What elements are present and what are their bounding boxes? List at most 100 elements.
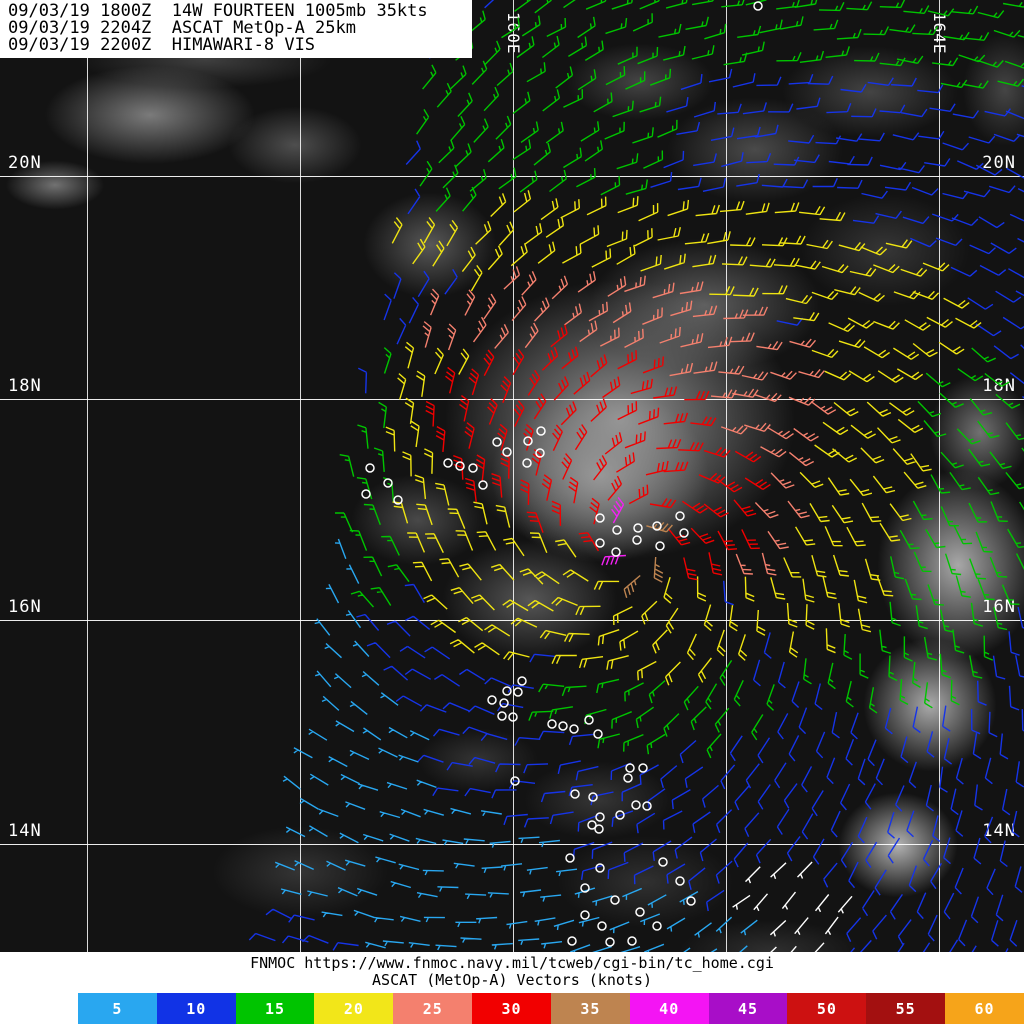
longitude-gridline: [726, 0, 727, 952]
wind-barbs-cyan5: [274, 538, 758, 952]
header-line-ascat: 09/03/19 2204Z ASCAT MetOp-A 25km: [8, 18, 356, 38]
colorbar-segment-label: 50: [816, 999, 837, 1018]
calm-wind-circle: [753, 1, 763, 11]
calm-wind-circle: [468, 463, 478, 473]
calm-wind-circle: [612, 525, 622, 535]
calm-wind-circle: [605, 937, 615, 947]
calm-wind-circle: [597, 921, 607, 931]
calm-wind-circle: [652, 921, 662, 931]
colorbar-segment: 55: [866, 993, 946, 1024]
colorbar-segment-label: 60: [974, 999, 995, 1018]
longitude-gridline: [939, 0, 940, 952]
header-line-storm: 09/03/19 1800Z 14W FOURTEEN 1005mb 35kts: [8, 1, 428, 21]
wind-barbs-yellow20: [385, 190, 982, 686]
calm-wind-circle: [595, 812, 605, 822]
colorbar-segment-label: 10: [186, 999, 207, 1018]
footer-band: FNMOC https://www.fnmoc.navy.mil/tcweb/c…: [0, 952, 1024, 1024]
calm-wind-circle: [615, 810, 625, 820]
latitude-label-right: 20N: [982, 153, 1016, 173]
calm-wind-circle: [517, 676, 527, 686]
wind-speed-colorbar: 5 10 15 20 25 30 35 40 45 50 55 60: [78, 993, 1024, 1024]
latitude-gridline: [0, 844, 1024, 845]
latitude-label-left: 16N: [8, 597, 42, 617]
colorbar-segment-label: 15: [265, 999, 286, 1018]
calm-wind-circle: [569, 724, 579, 734]
calm-wind-circle: [584, 715, 594, 725]
calm-wind-circle: [558, 721, 568, 731]
calm-wind-circle: [580, 883, 590, 893]
colorbar-segment: 40: [629, 993, 709, 1024]
calm-wind-circle: [536, 426, 546, 436]
colorbar-segment-label: 35: [580, 999, 601, 1018]
wind-barbs-tan35: [623, 521, 673, 598]
calm-wind-circle: [658, 857, 668, 867]
wind-barbs-red30: [425, 324, 771, 581]
latitude-gridline: [0, 399, 1024, 400]
colorbar-segment: 10: [156, 993, 236, 1024]
calm-wind-circle: [502, 686, 512, 696]
calm-wind-circle: [652, 521, 662, 531]
calm-wind-circle: [383, 478, 393, 488]
calm-wind-circle: [588, 792, 598, 802]
calm-wind-circle: [594, 824, 604, 834]
colorbar-segment-label: 55: [895, 999, 916, 1018]
calm-wind-circle: [455, 461, 465, 471]
calm-wind-circle: [565, 853, 575, 863]
colorbar-segment: 60: [945, 993, 1024, 1024]
calm-wind-circle: [522, 458, 532, 468]
calm-wind-circle: [580, 910, 590, 920]
calm-wind-circle: [535, 448, 545, 458]
colorbar-segment: 15: [235, 993, 315, 1024]
latitude-label-right: 18N: [982, 376, 1016, 396]
calm-wind-circle: [633, 523, 643, 533]
colorbar-segment: 35: [550, 993, 630, 1024]
calm-wind-circle: [595, 863, 605, 873]
product-header-box: 09/03/19 1800Z 14W FOURTEEN 1005mb 35kts…: [0, 0, 472, 58]
latitude-label-left: 14N: [8, 821, 42, 841]
colorbar-segment: 20: [314, 993, 394, 1024]
calm-wind-circle: [635, 907, 645, 917]
calm-wind-circle: [610, 895, 620, 905]
calm-wind-circle: [593, 729, 603, 739]
colorbar-segment: 25: [393, 993, 473, 1024]
latitude-label-left: 18N: [8, 376, 42, 396]
calm-wind-circle: [623, 773, 633, 783]
latitude-label-left: 20N: [8, 153, 42, 173]
colorbar-segment-label: 5: [112, 999, 123, 1018]
calm-wind-circle: [510, 776, 520, 786]
calm-wind-circle: [587, 820, 597, 830]
calm-wind-circle: [492, 437, 502, 447]
colorbar-segment: 30: [472, 993, 551, 1024]
header-line-satellite: 09/03/19 2200Z HIMAWARI-8 VIS: [8, 35, 316, 55]
calm-wind-circle: [361, 489, 371, 499]
wind-barb-layer: [248, 0, 1024, 952]
calm-wind-circle: [523, 436, 533, 446]
wind-barbs-white: [732, 861, 853, 952]
calm-wind-circle: [393, 495, 403, 505]
calm-wind-circle: [365, 463, 375, 473]
latitude-gridline: [0, 620, 1024, 621]
calm-wind-circle: [627, 936, 637, 946]
footer-url-text: FNMOC https://www.fnmoc.navy.mil/tcweb/c…: [250, 954, 774, 972]
colorbar-segment-label: 45: [738, 999, 759, 1018]
calm-wind-circle: [443, 458, 453, 468]
calm-wind-circle: [675, 511, 685, 521]
calm-wind-circle: [611, 547, 621, 557]
calm-wind-circle: [655, 541, 665, 551]
longitude-gridline: [300, 0, 301, 952]
calm-wind-circle: [638, 763, 648, 773]
calm-wind-circle: [547, 719, 557, 729]
latitude-label-right: 14N: [982, 821, 1016, 841]
latitude-label-right: 16N: [982, 597, 1016, 617]
footer-product-label: ASCAT (MetOp-A) Vectors (knots): [372, 971, 652, 989]
calm-wind-circle: [631, 800, 641, 810]
calm-wind-circle: [567, 936, 577, 946]
calm-wind-circle: [625, 763, 635, 773]
calm-wind-circle: [595, 538, 605, 548]
calm-wind-circle: [502, 447, 512, 457]
wind-barbs-salmon25: [422, 266, 837, 576]
calm-wind-circle: [632, 535, 642, 545]
longitude-gridline: [87, 0, 88, 952]
calm-wind-circle: [570, 789, 580, 799]
